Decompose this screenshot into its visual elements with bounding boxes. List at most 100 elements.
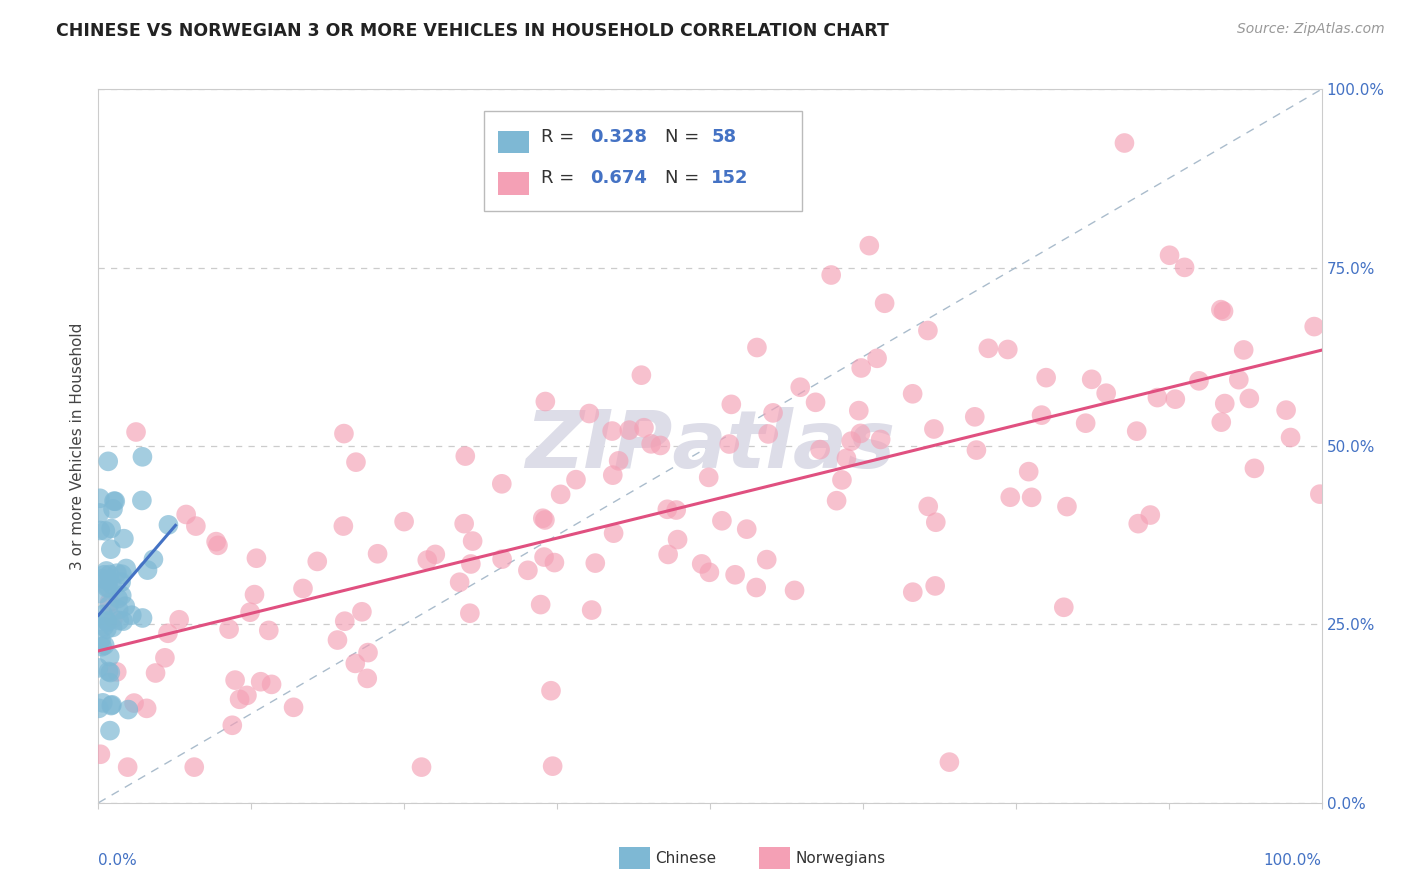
Point bbox=[416, 553, 439, 567]
Point bbox=[333, 426, 356, 441]
Point bbox=[1209, 302, 1232, 317]
Point bbox=[665, 503, 688, 517]
Point bbox=[657, 548, 679, 562]
Point bbox=[245, 551, 267, 566]
Point bbox=[697, 470, 720, 484]
Point bbox=[249, 674, 271, 689]
FancyBboxPatch shape bbox=[484, 111, 801, 211]
Point bbox=[690, 557, 713, 571]
Point bbox=[136, 563, 159, 577]
Text: CHINESE VS NORWEGIAN 3 OR MORE VEHICLES IN HOUSEHOLD CORRELATION CHART: CHINESE VS NORWEGIAN 3 OR MORE VEHICLES … bbox=[56, 22, 889, 40]
Point bbox=[825, 493, 848, 508]
Point bbox=[97, 574, 120, 588]
Point bbox=[460, 557, 482, 571]
Point bbox=[530, 598, 553, 612]
Point bbox=[720, 397, 742, 411]
Y-axis label: 3 or more Vehicles in Household: 3 or more Vehicles in Household bbox=[70, 322, 86, 570]
Point bbox=[531, 511, 554, 525]
Point bbox=[1188, 374, 1211, 388]
Point bbox=[153, 650, 176, 665]
Point bbox=[101, 502, 124, 516]
Point bbox=[835, 451, 858, 466]
Point bbox=[831, 473, 853, 487]
Point bbox=[1035, 370, 1057, 384]
Point bbox=[1056, 500, 1078, 514]
Point bbox=[93, 567, 115, 582]
Text: 58: 58 bbox=[711, 128, 737, 146]
Point bbox=[112, 614, 135, 628]
Point bbox=[735, 522, 758, 536]
Point bbox=[804, 395, 827, 409]
Point bbox=[1227, 373, 1250, 387]
Point bbox=[848, 403, 870, 417]
Point bbox=[183, 760, 205, 774]
Point bbox=[924, 579, 946, 593]
Point bbox=[449, 575, 471, 590]
Point bbox=[89, 506, 111, 520]
Point bbox=[122, 696, 145, 710]
Point bbox=[851, 361, 873, 376]
Point bbox=[367, 547, 389, 561]
Point bbox=[630, 368, 652, 383]
Point bbox=[131, 611, 153, 625]
Point bbox=[87, 661, 110, 675]
Point bbox=[184, 519, 207, 533]
Point bbox=[600, 424, 623, 438]
Point bbox=[745, 581, 768, 595]
Point bbox=[917, 324, 939, 338]
Point bbox=[516, 563, 538, 577]
Point bbox=[98, 599, 121, 613]
Point bbox=[411, 760, 433, 774]
Point bbox=[565, 473, 588, 487]
Point bbox=[1074, 416, 1097, 430]
Point bbox=[938, 755, 960, 769]
Point bbox=[115, 561, 138, 575]
Point bbox=[657, 502, 679, 516]
Point bbox=[283, 700, 305, 714]
Point bbox=[221, 718, 243, 732]
Point bbox=[1095, 386, 1118, 401]
Text: Norwegians: Norwegians bbox=[796, 851, 886, 865]
Point bbox=[145, 665, 167, 680]
Point bbox=[581, 603, 603, 617]
Point bbox=[1080, 372, 1102, 386]
Point bbox=[98, 723, 121, 738]
Point bbox=[97, 665, 120, 679]
Point bbox=[94, 524, 117, 538]
Point bbox=[650, 438, 672, 452]
Point bbox=[963, 409, 986, 424]
Point bbox=[110, 575, 132, 590]
Point bbox=[96, 564, 118, 578]
Point bbox=[461, 534, 484, 549]
Point bbox=[205, 534, 228, 549]
Point bbox=[602, 526, 624, 541]
Point bbox=[1211, 415, 1233, 429]
Point bbox=[98, 665, 121, 680]
Point bbox=[156, 626, 179, 640]
Point bbox=[1125, 424, 1147, 438]
Text: 0.328: 0.328 bbox=[591, 128, 647, 146]
Point bbox=[1212, 304, 1234, 318]
Point bbox=[724, 567, 747, 582]
Point bbox=[1275, 403, 1298, 417]
Point bbox=[1243, 461, 1265, 475]
Point bbox=[869, 433, 891, 447]
Point bbox=[108, 614, 131, 628]
Point bbox=[344, 657, 367, 671]
Point bbox=[167, 613, 190, 627]
Point bbox=[174, 508, 197, 522]
Point bbox=[344, 455, 367, 469]
Point bbox=[101, 698, 124, 712]
Point bbox=[157, 517, 180, 532]
Point bbox=[93, 620, 115, 634]
Point bbox=[239, 605, 262, 619]
Point bbox=[583, 556, 606, 570]
Point bbox=[356, 672, 378, 686]
Point bbox=[131, 493, 153, 508]
Point bbox=[332, 519, 354, 533]
Text: R =: R = bbox=[541, 128, 581, 146]
Point bbox=[1031, 408, 1053, 422]
Text: ZIP​atlas: ZIP​atlas bbox=[524, 407, 896, 485]
Point bbox=[820, 268, 842, 282]
Point bbox=[1018, 465, 1040, 479]
